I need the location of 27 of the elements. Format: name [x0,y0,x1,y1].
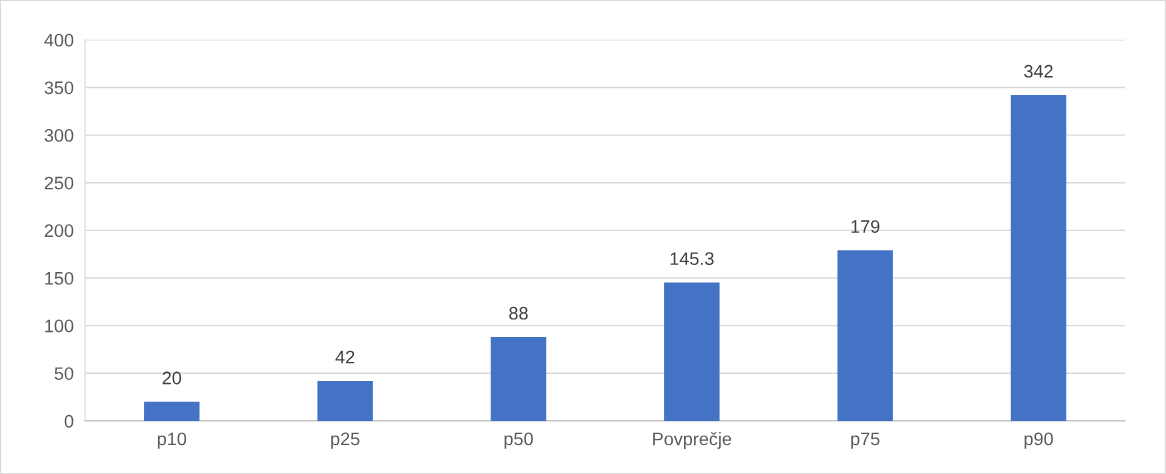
y-tick-label: 250 [44,176,74,190]
y-tick-label: 0 [64,414,74,428]
data-label: 179 [851,220,880,233]
y-tick-label: 300 [44,129,74,142]
data-label: 145.3 [670,252,714,266]
data-label: 88 [509,306,528,320]
bar [144,401,200,421]
y-tick-label: 100 [45,319,74,333]
data-label: 342 [1024,64,1053,78]
bar [837,250,893,421]
bar [1010,95,1067,421]
bar [664,282,720,421]
x-tick-label: p25 [331,432,360,449]
x-tick-label: p90 [1024,432,1053,449]
x-tick-label: Povprečje [653,432,732,449]
y-tick-label: 50 [54,367,74,380]
x-tick-label: p50 [504,432,533,449]
y-tick-label: 350 [44,81,74,95]
data-label: 42 [335,350,355,364]
bar [317,380,373,421]
y-tick-label: 150 [45,271,74,285]
y-tick-label: 200 [44,224,74,238]
x-tick-label: p75 [851,432,880,449]
y-tick-label: 400 [44,33,74,47]
data-label: 20 [162,371,182,385]
bar [490,337,547,421]
x-tick-label: p10 [157,432,187,449]
